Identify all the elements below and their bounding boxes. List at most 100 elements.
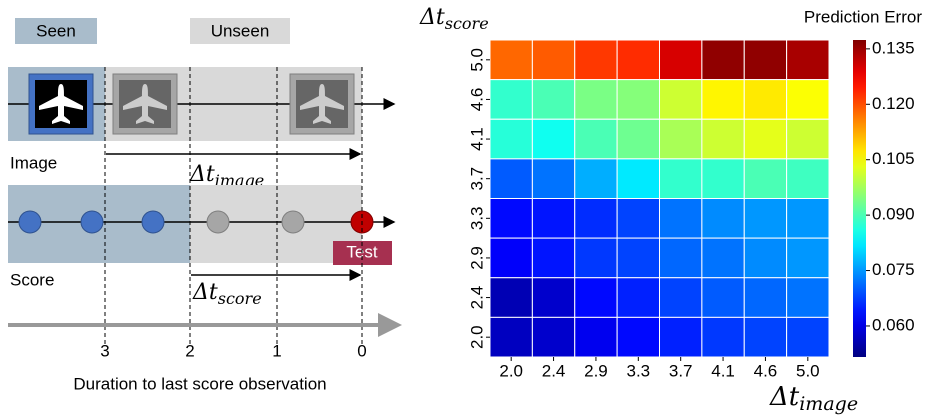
heatmap-cell xyxy=(616,79,660,120)
x-tick-label: 3.7 xyxy=(669,361,693,380)
heatmap-cell xyxy=(574,277,618,318)
heatmap-cell xyxy=(701,118,745,160)
heatmap-cell xyxy=(659,39,703,81)
y-tick-label: 3.3 xyxy=(467,206,486,230)
heatmap-cell xyxy=(701,158,745,199)
heatmap-cell xyxy=(531,118,576,160)
heatmap-cell xyxy=(743,316,788,358)
heatmap-cell xyxy=(616,118,660,160)
heatmap-cell xyxy=(659,158,703,199)
heatmap-cell xyxy=(489,316,533,358)
x-tick-label: 4.6 xyxy=(754,361,778,380)
heatmap-cell xyxy=(616,277,660,318)
heatmap-cell xyxy=(701,39,745,81)
heatmap-cell xyxy=(786,316,830,358)
label-sub: image xyxy=(799,393,858,415)
unseen-box xyxy=(190,18,290,44)
heatmap-cell xyxy=(531,277,576,318)
colorbar xyxy=(853,40,866,357)
heatmap-cell xyxy=(701,316,745,358)
heatmap-cell xyxy=(531,39,576,81)
seen-box xyxy=(15,18,97,44)
x-tick-label: 4.1 xyxy=(711,361,735,380)
image-row-label: Image xyxy=(10,153,57,172)
seen-label: Seen xyxy=(36,21,76,40)
label-base: Δt xyxy=(419,5,445,30)
dt-score-label: Δtscore xyxy=(192,280,262,308)
heatmap-cell xyxy=(659,316,703,358)
heatmap-cell xyxy=(659,79,703,120)
timeline-label: Duration to last score observation xyxy=(73,374,326,393)
heatmap-cell xyxy=(701,79,745,120)
heatmap-cell xyxy=(701,198,745,239)
heatmap-cell xyxy=(616,237,660,279)
heatmap-cell xyxy=(786,158,830,199)
heatmap-cell xyxy=(743,158,788,199)
heatmap-cell xyxy=(786,237,830,279)
dt-image-label: Δtimage xyxy=(189,162,264,190)
heatmap-cell xyxy=(574,158,618,199)
heatmap-cell xyxy=(531,316,576,358)
heatmap-cell xyxy=(531,237,576,279)
heatmap-cell xyxy=(743,277,788,318)
dt-base: Δt xyxy=(192,280,218,305)
y-tick-label: 3.7 xyxy=(467,167,486,191)
heatmap-cell xyxy=(574,316,618,358)
heatmap-cell xyxy=(531,158,576,199)
heatmap-cell xyxy=(786,39,830,81)
colorbar-tick-label: 0.120 xyxy=(872,94,915,113)
unseen-label: Unseen xyxy=(211,21,270,40)
heatmap-cell xyxy=(743,118,788,160)
x-tick-label: 3.3 xyxy=(626,361,650,380)
heatmap-cell xyxy=(574,118,618,160)
heatmap-cell xyxy=(786,118,830,160)
dt-sub: score xyxy=(218,289,262,308)
heatmap-cell xyxy=(531,79,576,120)
heatmap-cell xyxy=(489,198,533,239)
x-tick-label: 5.0 xyxy=(796,361,820,380)
colorbar-tick-label: 0.135 xyxy=(872,38,915,57)
y-tick-label: 4.6 xyxy=(467,88,486,112)
x-tick-label: 2.0 xyxy=(499,361,523,380)
colorbar-tick-label: 0.105 xyxy=(872,149,915,168)
heatmap-cell xyxy=(659,198,703,239)
x-axis-label: Δtimage xyxy=(769,382,858,415)
dt-sub: image xyxy=(215,171,265,190)
seen-score xyxy=(18,210,42,234)
heatmap-cell xyxy=(531,198,576,239)
seen-score xyxy=(141,210,165,234)
heatmap-cell xyxy=(743,237,788,279)
unseen-score xyxy=(206,210,230,234)
heatmap-cell xyxy=(574,237,618,279)
heatmap-cell xyxy=(574,79,618,120)
heatmap-cell xyxy=(489,277,533,318)
seen-score xyxy=(80,210,104,234)
colorbar-tick-label: 0.090 xyxy=(872,205,915,224)
heatmap-cell xyxy=(574,198,618,239)
heatmap-cell xyxy=(659,118,703,160)
heatmap-cell xyxy=(489,237,533,279)
heatmap-cell xyxy=(659,237,703,279)
heatmap-cell xyxy=(489,39,533,81)
y-tick-label: 5.0 xyxy=(467,48,486,72)
y-tick-label: 4.1 xyxy=(467,127,486,151)
y-tick-label: 2.9 xyxy=(467,246,486,270)
heatmap-cell xyxy=(489,79,533,120)
heatmap-cell xyxy=(743,198,788,239)
unseen-score xyxy=(281,210,305,234)
y-axis-label: Δtscore xyxy=(419,5,489,33)
dt-base: Δt xyxy=(189,162,215,187)
chart-title: Prediction Error xyxy=(804,7,922,26)
colorbar-tick-label: 0.075 xyxy=(872,260,915,279)
timeline-tick: 3 xyxy=(100,341,109,360)
heatmap-cell xyxy=(786,79,830,120)
heatmap-cell xyxy=(743,79,788,120)
heatmap-cell xyxy=(616,198,660,239)
heatmap-cell xyxy=(786,198,830,239)
heatmap-cell xyxy=(489,158,533,199)
heatmap-cell xyxy=(574,39,618,81)
score-row-label: Score xyxy=(10,270,54,289)
heatmap-cell xyxy=(616,316,660,358)
heatmap-cell xyxy=(786,277,830,318)
